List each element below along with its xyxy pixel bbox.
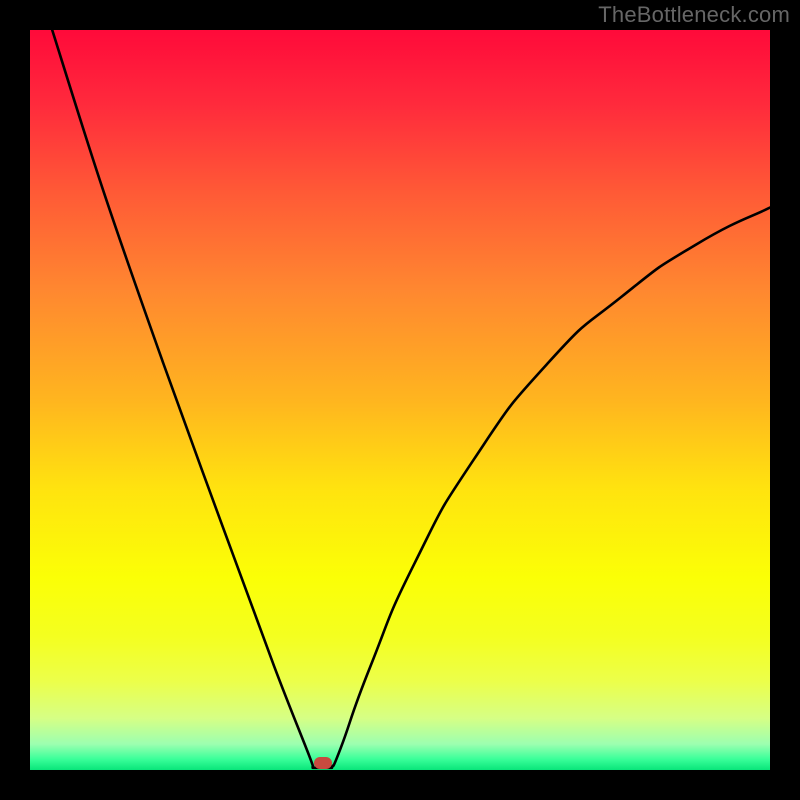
chart-frame: TheBottleneck.com xyxy=(0,0,800,800)
watermark-label: TheBottleneck.com xyxy=(598,2,790,28)
curve-left-branch xyxy=(52,30,313,767)
bottleneck-curve xyxy=(30,30,770,770)
optimal-point-marker xyxy=(314,757,332,769)
plot-area xyxy=(30,30,770,770)
curve-right-branch xyxy=(332,208,770,767)
